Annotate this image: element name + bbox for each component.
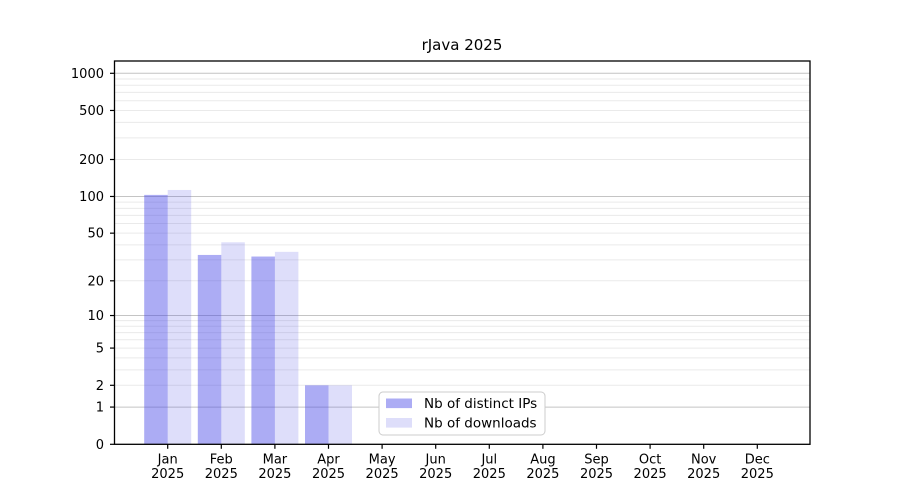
y-tick-label: 50	[87, 227, 104, 242]
x-tick-label-month: Jan	[157, 453, 178, 468]
x-tick-label-month: Dec	[745, 453, 770, 468]
x-tick-label-year: 2025	[419, 467, 452, 482]
x-tick-label-year: 2025	[526, 467, 559, 482]
x-tick-label-year: 2025	[580, 467, 613, 482]
legend-swatch-downloads	[386, 418, 412, 428]
bar-mar-downloads	[274, 251, 299, 445]
x-tick-label-month: Aug	[530, 453, 555, 468]
y-tick-label: 2	[96, 379, 104, 394]
plot-border	[113, 60, 811, 445]
x-tick-label-month: Nov	[691, 453, 717, 468]
bar-feb-downloads	[221, 242, 245, 445]
y-tick-label: 200	[79, 153, 104, 168]
bar-jan-distinct-ips	[144, 194, 168, 445]
bar-apr-downloads	[328, 385, 352, 445]
x-tick-label-year: 2025	[634, 467, 667, 482]
x-tick-label-month: Jul	[480, 453, 497, 468]
legend-label-downloads: Nb of downloads	[424, 415, 537, 431]
x-tick-label-month: Sep	[584, 453, 609, 468]
y-tick-label: 5	[96, 342, 104, 357]
x-tick-label-year: 2025	[205, 467, 238, 482]
x-tick-label-month: Oct	[639, 453, 661, 468]
x-tick-label-year: 2025	[687, 467, 720, 482]
bar-feb-distinct-ips	[197, 254, 222, 445]
y-tick-label: 100	[79, 190, 104, 205]
y-tick-label: 10	[87, 309, 104, 324]
x-tick-label-year: 2025	[741, 467, 774, 482]
x-tick-label-year: 2025	[473, 467, 506, 482]
y-tick-label: 0	[96, 438, 104, 453]
y-tick-label: 1000	[71, 67, 104, 82]
x-tick-label-month: Apr	[317, 453, 340, 468]
x-tick-label-year: 2025	[312, 467, 345, 482]
y-tick-label: 1	[96, 401, 104, 416]
y-tick-label: 20	[87, 274, 104, 289]
bar-apr-distinct-ips	[305, 385, 329, 445]
legend-box	[378, 391, 546, 436]
legend-label-distinct-ips: Nb of distinct IPs	[424, 396, 537, 412]
legend-swatch-distinct-ips	[386, 398, 412, 409]
x-tick-label-month: Feb	[210, 453, 233, 468]
y-tick-label: 500	[79, 104, 104, 119]
x-tick-label-month: Mar	[263, 453, 288, 468]
x-tick-label-year: 2025	[258, 467, 291, 482]
chart-title: rJava 2025	[421, 36, 503, 54]
bar-mar-distinct-ips	[251, 256, 275, 445]
x-tick-label-month: May	[369, 453, 396, 468]
bar-jan-downloads	[167, 189, 192, 445]
x-tick-label-month: Jun	[425, 453, 446, 468]
x-tick-label-year: 2025	[366, 467, 399, 482]
x-tick-label-year: 2025	[151, 467, 184, 482]
